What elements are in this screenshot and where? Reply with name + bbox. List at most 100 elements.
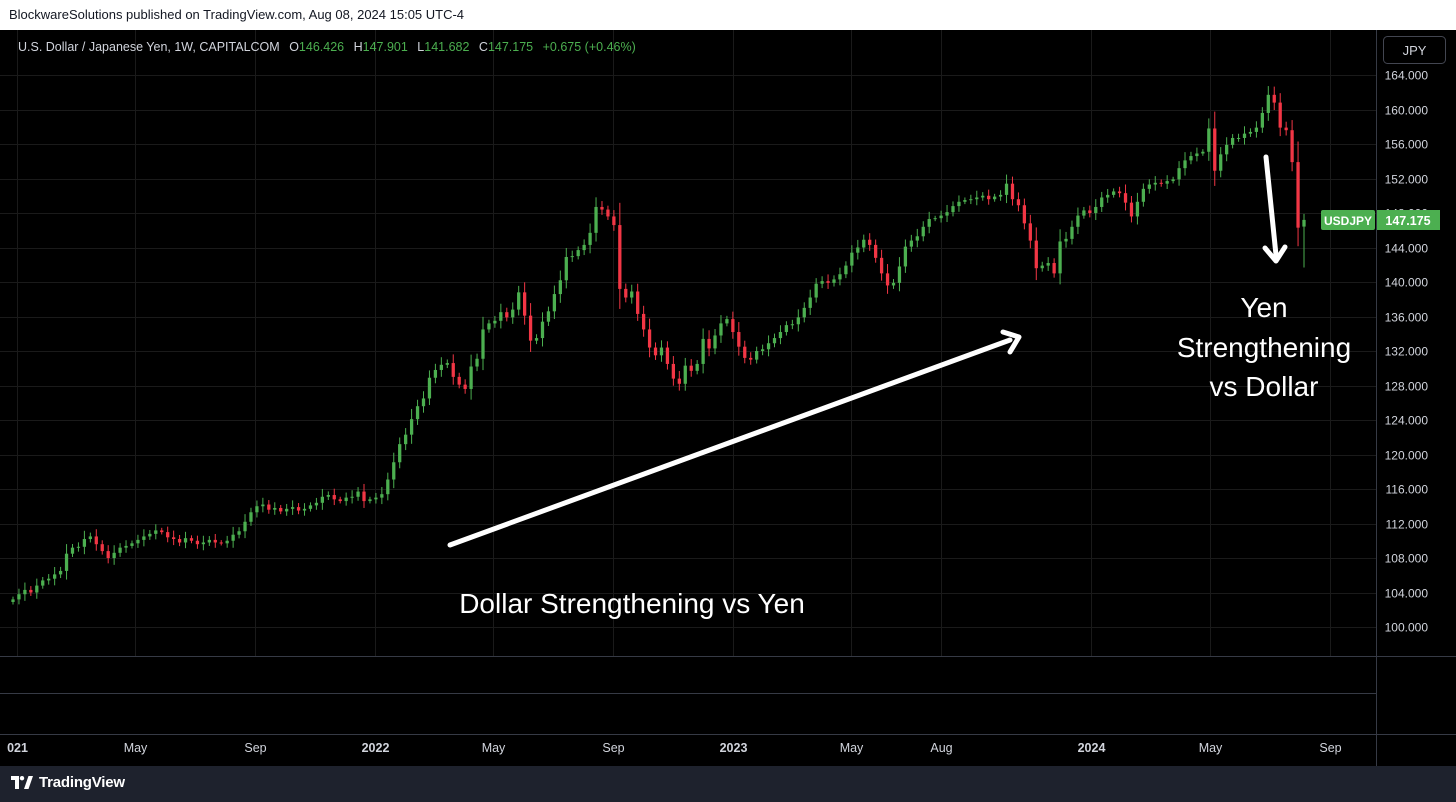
candle-body: [505, 312, 509, 318]
currency-button-label[interactable]: JPY: [1403, 43, 1427, 58]
candle-body: [909, 240, 913, 247]
candle-body: [1111, 191, 1116, 195]
candle-body: [469, 366, 473, 389]
candle-body: [707, 338, 711, 349]
candle-body: [1254, 127, 1259, 132]
candle-body: [296, 507, 301, 511]
legend-high: 147.901: [363, 40, 408, 54]
symbol-tag-label: USDJPY: [1324, 214, 1372, 228]
currency-button-frame[interactable]: [1383, 36, 1446, 64]
candle-body: [534, 338, 539, 341]
candle-body: [457, 376, 461, 385]
candle-body: [897, 266, 902, 283]
price-axis[interactable]: 164.000160.000156.000152.000148.000144.0…: [1385, 69, 1429, 635]
candle-body: [171, 537, 176, 540]
candle-body: [1022, 205, 1027, 224]
tradingview-logo[interactable]: TradingView: [11, 774, 125, 791]
candle-body: [106, 551, 110, 558]
candle-body: [261, 504, 265, 507]
candle-body: [207, 539, 211, 543]
candle-body: [338, 499, 342, 502]
candle-body: [380, 494, 384, 498]
last-price-tag: USDJPY 147.175: [1321, 210, 1440, 230]
candle-body: [243, 521, 247, 532]
legend-instrument: U.S. Dollar / Japanese Yen, 1W, CAPITALC…: [18, 40, 280, 54]
candle-body: [29, 589, 33, 593]
candle-body: [891, 282, 896, 286]
candle-body: [1225, 144, 1229, 155]
candle-body: [118, 547, 122, 553]
candle-body: [969, 199, 973, 201]
chart-frame[interactable]: 164.000160.000156.000152.000148.000144.0…: [0, 30, 1456, 766]
candle-body: [838, 274, 842, 280]
time-tick-label: Sep: [244, 741, 266, 755]
candle-body: [743, 346, 747, 358]
candle-body: [356, 491, 360, 497]
candle-body: [1230, 137, 1235, 145]
legend-open: 146.426: [299, 40, 344, 54]
candle-body: [1004, 183, 1009, 195]
price-tick-label: 112.000: [1386, 518, 1429, 532]
candle-body: [850, 252, 854, 266]
candle-body: [23, 589, 27, 595]
candle-body: [766, 343, 771, 350]
candle-body: [475, 358, 479, 367]
candle-body: [511, 309, 515, 318]
candle-body: [142, 536, 146, 540]
candle-body: [463, 384, 467, 389]
footer-bar: TradingView: [0, 766, 1456, 802]
candle-body: [148, 533, 152, 537]
candle-body: [409, 419, 414, 435]
legend-change: +0.675 (+0.46%): [543, 40, 636, 54]
candle-body: [290, 507, 295, 509]
candle-body: [987, 195, 991, 200]
candle-body: [903, 246, 908, 267]
time-tick-label: 2022: [362, 741, 390, 755]
price-tag: [1377, 210, 1440, 230]
candle-body: [1028, 223, 1032, 241]
time-tick-label: Sep: [602, 741, 624, 755]
candle-body: [53, 574, 57, 579]
candle-body: [433, 369, 438, 378]
candle-body: [1117, 191, 1122, 194]
time-tick-label: 021: [7, 741, 28, 755]
price-tick-label: 152.000: [1385, 173, 1429, 187]
candle-body: [427, 377, 432, 399]
candle-body: [671, 363, 676, 379]
candle-body: [1082, 210, 1086, 216]
currency-button[interactable]: JPY: [1383, 36, 1446, 64]
symbol-tag: [1321, 210, 1375, 230]
candle-body: [808, 297, 812, 308]
candle-body: [386, 479, 390, 495]
candle-body: [778, 332, 783, 339]
candle-body: [1171, 179, 1175, 182]
candle-body: [1242, 133, 1247, 138]
candle-body: [701, 338, 705, 364]
candle-body: [939, 215, 943, 219]
legend-open-label: O: [289, 40, 299, 54]
candle-body: [945, 212, 949, 216]
candle-body: [350, 496, 354, 498]
uptrend-arrow-shaft: [447, 337, 1013, 548]
candle-body: [647, 329, 652, 348]
candle-body: [1088, 210, 1092, 213]
candle-body: [528, 315, 533, 341]
time-axis[interactable]: 021 May Sep 2022 May Sep 2023 May Aug 2024 May Sep: [7, 741, 1342, 755]
candle-body: [487, 323, 491, 330]
price-chart[interactable]: 164.000160.000156.000152.000148.000144.0…: [0, 30, 1456, 766]
candle-body: [1010, 183, 1015, 200]
candle-body: [189, 538, 194, 541]
price-tick-label: 160.000: [1385, 104, 1429, 118]
candle-body: [76, 546, 81, 548]
candle-body: [1248, 131, 1253, 134]
candle-body: [1159, 182, 1163, 184]
legend-low-label: L: [417, 40, 424, 54]
candle-body: [564, 256, 568, 281]
candle-body: [618, 225, 622, 289]
price-tick-label: 128.000: [1385, 380, 1429, 394]
annotation-uptrend-arrow: [447, 329, 1022, 548]
annotation-yen-line3: vs Dollar: [1210, 371, 1319, 402]
time-tick-label: 2023: [720, 741, 748, 755]
candle-body: [404, 434, 408, 445]
candle-body: [273, 507, 277, 510]
